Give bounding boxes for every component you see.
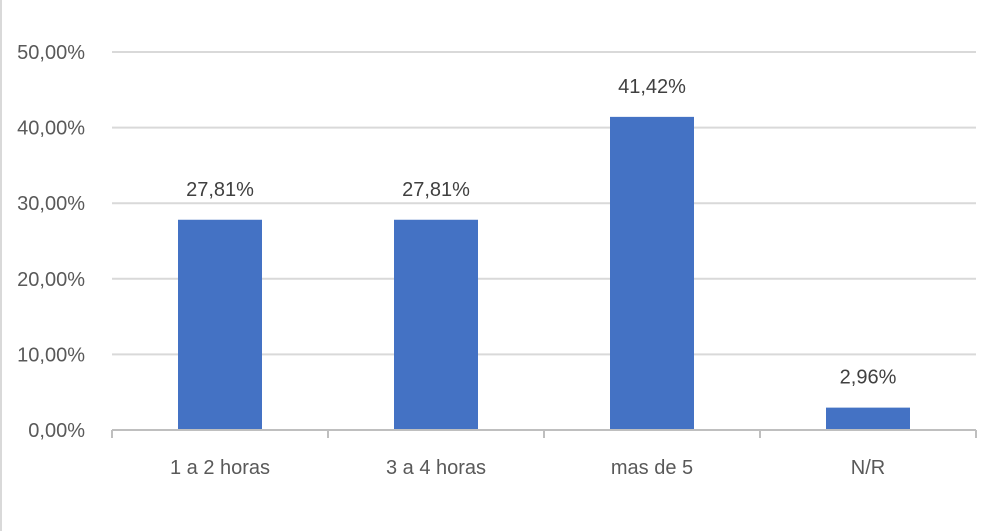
bar	[178, 219, 262, 430]
data-label: 27,81%	[402, 179, 470, 201]
bar	[610, 116, 694, 430]
y-tick-label: 30,00%	[17, 193, 85, 215]
y-tick-label: 40,00%	[17, 118, 85, 140]
data-label: 41,42%	[618, 76, 686, 98]
bars	[178, 116, 910, 430]
y-tick-label: 50,00%	[17, 42, 85, 64]
x-tick-label: 1 a 2 horas	[170, 457, 270, 479]
data-label: 2,96%	[840, 367, 897, 389]
x-tick-label: N/R	[851, 457, 885, 479]
data-label: 27,81%	[186, 179, 254, 201]
y-tick-label: 10,00%	[17, 344, 85, 366]
x-tick-label: mas de 5	[611, 457, 693, 479]
y-tick-label: 0,00%	[28, 420, 85, 442]
bar	[394, 219, 478, 430]
y-tick-label: 20,00%	[17, 269, 85, 291]
labels: 0,00% 10,00% 20,00% 30,00% 40,00% 50,00% 27,81…	[17, 42, 896, 479]
bar	[826, 407, 910, 430]
x-axis	[111, 429, 977, 438]
x-tick-label: 3 a 4 horas	[386, 457, 486, 479]
